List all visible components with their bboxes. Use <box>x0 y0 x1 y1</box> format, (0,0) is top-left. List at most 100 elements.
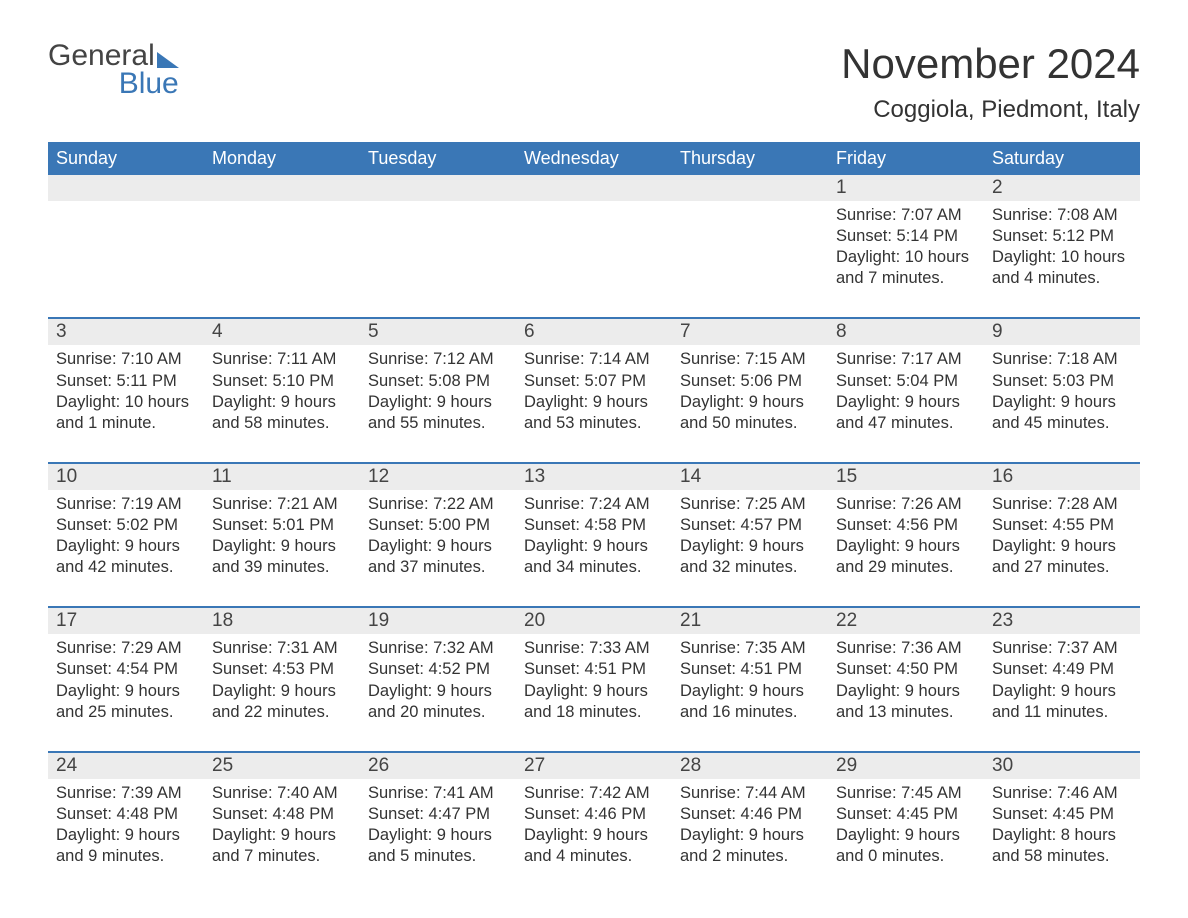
day-of-week-cell: Saturday <box>984 142 1140 175</box>
sunrise-text: Sunrise: 7:41 AM <box>368 783 508 804</box>
day-cell: Sunrise: 7:21 AMSunset: 5:01 PMDaylight:… <box>204 490 360 578</box>
day-cell: Sunrise: 7:22 AMSunset: 5:00 PMDaylight:… <box>360 490 516 578</box>
daylight-text: Daylight: 9 hours and 16 minutes. <box>680 681 820 723</box>
sunset-text: Sunset: 4:46 PM <box>524 804 664 825</box>
daylight-text: Daylight: 9 hours and 58 minutes. <box>212 392 352 434</box>
sunrise-text: Sunrise: 7:42 AM <box>524 783 664 804</box>
day-number: 1 <box>828 175 984 201</box>
day-of-week-cell: Friday <box>828 142 984 175</box>
day-number: 10 <box>48 464 204 490</box>
daylight-text: Daylight: 9 hours and 9 minutes. <box>56 825 196 867</box>
sunrise-text: Sunrise: 7:26 AM <box>836 494 976 515</box>
day-number: 28 <box>672 753 828 779</box>
logo-word-2: Blue <box>48 68 179 100</box>
daylight-text: Daylight: 9 hours and 47 minutes. <box>836 392 976 434</box>
day-of-week-header: SundayMondayTuesdayWednesdayThursdayFrid… <box>48 142 1140 175</box>
day-cell: Sunrise: 7:36 AMSunset: 4:50 PMDaylight:… <box>828 634 984 722</box>
location-subtitle: Coggiola, Piedmont, Italy <box>841 96 1140 124</box>
day-cell <box>672 201 828 289</box>
daylight-text: Daylight: 9 hours and 5 minutes. <box>368 825 508 867</box>
day-number: 5 <box>360 319 516 345</box>
day-number: 26 <box>360 753 516 779</box>
logo-triangle-icon <box>157 52 179 68</box>
day-cell: Sunrise: 7:18 AMSunset: 5:03 PMDaylight:… <box>984 345 1140 433</box>
sunrise-text: Sunrise: 7:21 AM <box>212 494 352 515</box>
sunset-text: Sunset: 4:49 PM <box>992 659 1132 680</box>
day-number-row: 12 <box>48 175 1140 201</box>
sunrise-text: Sunrise: 7:40 AM <box>212 783 352 804</box>
day-number: 21 <box>672 608 828 634</box>
calendar: SundayMondayTuesdayWednesdayThursdayFrid… <box>48 142 1140 867</box>
day-body-row: Sunrise: 7:29 AMSunset: 4:54 PMDaylight:… <box>48 634 1140 722</box>
daylight-text: Daylight: 8 hours and 58 minutes. <box>992 825 1132 867</box>
day-number: 2 <box>984 175 1140 201</box>
sunrise-text: Sunrise: 7:32 AM <box>368 638 508 659</box>
daylight-text: Daylight: 9 hours and 37 minutes. <box>368 536 508 578</box>
day-number <box>48 175 204 201</box>
sunrise-text: Sunrise: 7:39 AM <box>56 783 196 804</box>
day-cell: Sunrise: 7:46 AMSunset: 4:45 PMDaylight:… <box>984 779 1140 867</box>
sunrise-text: Sunrise: 7:14 AM <box>524 349 664 370</box>
daylight-text: Daylight: 9 hours and 11 minutes. <box>992 681 1132 723</box>
daylight-text: Daylight: 9 hours and 22 minutes. <box>212 681 352 723</box>
day-number: 23 <box>984 608 1140 634</box>
daylight-text: Daylight: 9 hours and 34 minutes. <box>524 536 664 578</box>
sunset-text: Sunset: 4:57 PM <box>680 515 820 536</box>
day-cell: Sunrise: 7:44 AMSunset: 4:46 PMDaylight:… <box>672 779 828 867</box>
daylight-text: Daylight: 10 hours and 1 minute. <box>56 392 196 434</box>
day-cell: Sunrise: 7:41 AMSunset: 4:47 PMDaylight:… <box>360 779 516 867</box>
day-number: 3 <box>48 319 204 345</box>
daylight-text: Daylight: 9 hours and 7 minutes. <box>212 825 352 867</box>
day-cell: Sunrise: 7:24 AMSunset: 4:58 PMDaylight:… <box>516 490 672 578</box>
daylight-text: Daylight: 9 hours and 13 minutes. <box>836 681 976 723</box>
day-body-row: Sunrise: 7:07 AMSunset: 5:14 PMDaylight:… <box>48 201 1140 289</box>
daylight-text: Daylight: 9 hours and 50 minutes. <box>680 392 820 434</box>
day-cell: Sunrise: 7:39 AMSunset: 4:48 PMDaylight:… <box>48 779 204 867</box>
day-cell: Sunrise: 7:07 AMSunset: 5:14 PMDaylight:… <box>828 201 984 289</box>
day-cell: Sunrise: 7:17 AMSunset: 5:04 PMDaylight:… <box>828 345 984 433</box>
day-cell: Sunrise: 7:40 AMSunset: 4:48 PMDaylight:… <box>204 779 360 867</box>
sunset-text: Sunset: 5:12 PM <box>992 226 1132 247</box>
day-number: 27 <box>516 753 672 779</box>
sunset-text: Sunset: 4:54 PM <box>56 659 196 680</box>
sunrise-text: Sunrise: 7:24 AM <box>524 494 664 515</box>
day-number: 20 <box>516 608 672 634</box>
day-cell: Sunrise: 7:37 AMSunset: 4:49 PMDaylight:… <box>984 634 1140 722</box>
day-number: 7 <box>672 319 828 345</box>
sunset-text: Sunset: 5:07 PM <box>524 371 664 392</box>
sunset-text: Sunset: 5:10 PM <box>212 371 352 392</box>
header: General Blue November 2024 Coggiola, Pie… <box>48 40 1140 124</box>
sunrise-text: Sunrise: 7:11 AM <box>212 349 352 370</box>
sunrise-text: Sunrise: 7:19 AM <box>56 494 196 515</box>
day-number: 15 <box>828 464 984 490</box>
day-cell <box>48 201 204 289</box>
sunrise-text: Sunrise: 7:17 AM <box>836 349 976 370</box>
day-body-row: Sunrise: 7:39 AMSunset: 4:48 PMDaylight:… <box>48 779 1140 867</box>
daylight-text: Daylight: 9 hours and 42 minutes. <box>56 536 196 578</box>
daylight-text: Daylight: 9 hours and 53 minutes. <box>524 392 664 434</box>
day-number: 30 <box>984 753 1140 779</box>
day-cell: Sunrise: 7:12 AMSunset: 5:08 PMDaylight:… <box>360 345 516 433</box>
day-number: 14 <box>672 464 828 490</box>
sunset-text: Sunset: 5:01 PM <box>212 515 352 536</box>
sunset-text: Sunset: 5:06 PM <box>680 371 820 392</box>
day-cell: Sunrise: 7:10 AMSunset: 5:11 PMDaylight:… <box>48 345 204 433</box>
day-number-row: 3456789 <box>48 319 1140 345</box>
day-number <box>516 175 672 201</box>
sunset-text: Sunset: 5:04 PM <box>836 371 976 392</box>
day-of-week-cell: Wednesday <box>516 142 672 175</box>
day-body-row: Sunrise: 7:19 AMSunset: 5:02 PMDaylight:… <box>48 490 1140 578</box>
daylight-text: Daylight: 9 hours and 27 minutes. <box>992 536 1132 578</box>
day-cell: Sunrise: 7:19 AMSunset: 5:02 PMDaylight:… <box>48 490 204 578</box>
day-cell: Sunrise: 7:33 AMSunset: 4:51 PMDaylight:… <box>516 634 672 722</box>
daylight-text: Daylight: 9 hours and 18 minutes. <box>524 681 664 723</box>
day-cell: Sunrise: 7:14 AMSunset: 5:07 PMDaylight:… <box>516 345 672 433</box>
sunrise-text: Sunrise: 7:10 AM <box>56 349 196 370</box>
daylight-text: Daylight: 9 hours and 32 minutes. <box>680 536 820 578</box>
sunrise-text: Sunrise: 7:31 AM <box>212 638 352 659</box>
sunrise-text: Sunrise: 7:44 AM <box>680 783 820 804</box>
daylight-text: Daylight: 9 hours and 45 minutes. <box>992 392 1132 434</box>
sunrise-text: Sunrise: 7:46 AM <box>992 783 1132 804</box>
day-of-week-cell: Thursday <box>672 142 828 175</box>
daylight-text: Daylight: 9 hours and 55 minutes. <box>368 392 508 434</box>
